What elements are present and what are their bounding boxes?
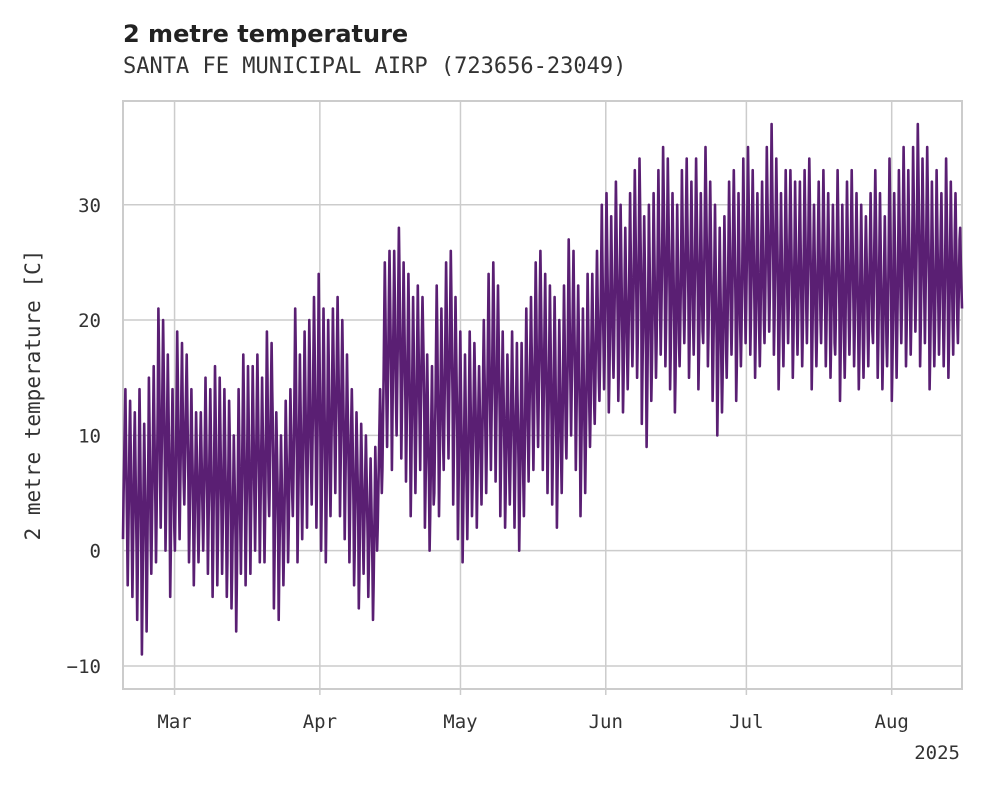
- plot-frame: [122, 100, 963, 690]
- chart-title: 2 metre temperature: [123, 20, 408, 48]
- x-axis-year-label: 2025: [914, 742, 960, 764]
- y-tick-labels: −10 0 10 20 30: [67, 195, 101, 678]
- y-tick-label: 0: [90, 541, 101, 563]
- y-tick-label: 20: [78, 310, 101, 332]
- x-tick-label: Jun: [589, 711, 623, 733]
- chart-subtitle: SANTA FE MUNICIPAL AIRP (723656-23049): [123, 54, 626, 79]
- x-tick-labels: Mar Apr May Jun Jul Aug: [157, 711, 908, 733]
- temperature-series-line: [121, 122, 964, 656]
- series-layer: [121, 122, 964, 656]
- y-tick-label: 10: [78, 425, 101, 447]
- x-tick-label: Jul: [729, 711, 763, 733]
- y-tick-label: 30: [78, 195, 101, 217]
- x-tick-label: Apr: [303, 711, 337, 733]
- x-tick-label: Mar: [157, 711, 191, 733]
- y-tick-label: −10: [67, 656, 101, 678]
- x-tick-label: May: [443, 711, 477, 733]
- x-tick-label: Aug: [875, 711, 909, 733]
- y-axis-label: 2 metre temperature [C]: [21, 250, 45, 541]
